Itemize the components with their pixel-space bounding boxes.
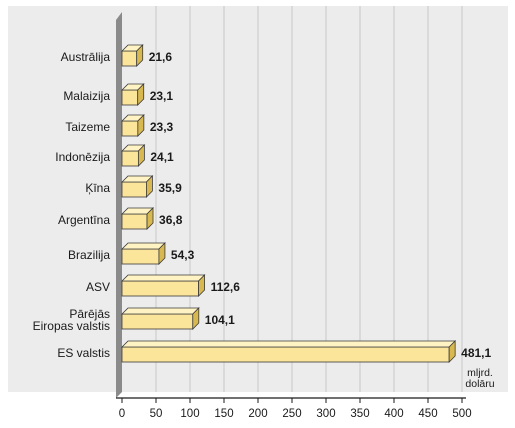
bar-side-2 xyxy=(137,114,145,137)
bar-side-0 xyxy=(136,44,144,67)
bar-side-4 xyxy=(146,175,153,198)
bar-5 xyxy=(121,213,148,230)
category-label-5: Argentīna xyxy=(58,213,110,227)
baseline-band xyxy=(116,12,122,398)
x-tick-label-2: 100 xyxy=(180,408,199,420)
x-tick-label-6: 300 xyxy=(316,408,335,420)
value-label-8: 104,1 xyxy=(205,313,235,327)
x-tick-label-9: 450 xyxy=(418,408,437,420)
unit-label-1: dolāru xyxy=(465,378,494,390)
bar-top-8 xyxy=(121,307,200,315)
x-tick-label-1: 50 xyxy=(150,408,163,420)
x-tick-label-7: 350 xyxy=(350,408,369,420)
bar-0 xyxy=(121,50,138,67)
bar-side-7 xyxy=(198,274,205,297)
category-label-9: ES valstis xyxy=(57,346,110,360)
x-tick-label-0: 0 xyxy=(119,408,125,420)
bar-7 xyxy=(121,280,199,297)
category-label-2: Taizeme xyxy=(65,120,110,134)
bar-top-6 xyxy=(121,242,166,250)
category-label-6: Brazilija xyxy=(68,248,110,262)
bar-side-9 xyxy=(448,340,456,363)
value-label-1: 23,1 xyxy=(150,89,174,103)
category-label-3: Indonēzija xyxy=(55,150,110,164)
value-label-0: 21,6 xyxy=(149,50,173,64)
x-tick-label-10: 500 xyxy=(452,408,471,420)
bar-side-8 xyxy=(192,307,200,330)
category-label-8-0: Pārējās xyxy=(69,307,110,321)
bar-8 xyxy=(121,313,194,330)
value-label-5: 36,8 xyxy=(159,213,183,227)
value-label-2: 23,3 xyxy=(150,120,174,134)
category-label-8-1: Eiropas valstis xyxy=(33,319,110,333)
category-label-0: Austrālija xyxy=(61,50,111,64)
value-label-4: 35,9 xyxy=(158,181,182,195)
x-tick-label-5: 250 xyxy=(282,408,301,420)
value-label-6: 54,3 xyxy=(171,248,195,262)
bar-6 xyxy=(121,248,160,265)
bar-top-9 xyxy=(121,340,457,348)
category-label-1: Malaizija xyxy=(63,89,110,103)
bar-9 xyxy=(121,346,450,363)
value-label-7: 112,6 xyxy=(211,280,241,294)
bar-side-6 xyxy=(158,242,166,265)
x-tick-label-8: 400 xyxy=(384,408,403,420)
category-label-4: Ķīna xyxy=(85,181,110,195)
unit-label-0: mljrd. xyxy=(467,367,493,379)
x-tick-label-4: 200 xyxy=(248,408,267,420)
bar-1 xyxy=(121,89,139,106)
category-label-7: ASV xyxy=(86,280,110,294)
x-tick-label-3: 150 xyxy=(214,408,233,420)
bar-2 xyxy=(121,120,139,137)
value-label-3: 24,1 xyxy=(150,150,174,164)
bar-top-7 xyxy=(121,274,206,282)
bar-side-1 xyxy=(137,83,145,106)
bar-side-5 xyxy=(146,207,154,230)
bar-3 xyxy=(121,150,139,167)
bar-4 xyxy=(121,181,147,198)
value-label-9: 481,1 xyxy=(461,346,491,360)
bar-side-3 xyxy=(137,144,145,167)
